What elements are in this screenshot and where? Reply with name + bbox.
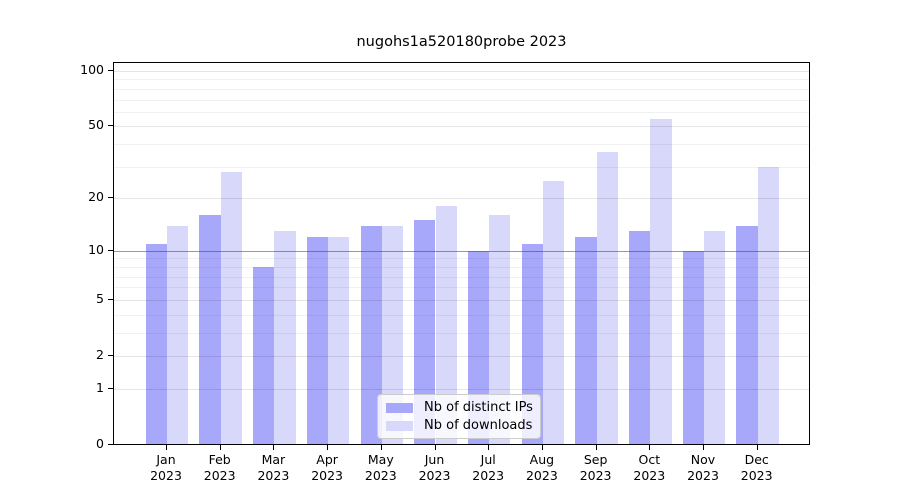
y-axis-tick-20 xyxy=(108,197,113,199)
gridline-minor-3 xyxy=(114,332,809,334)
gridline-minor-8 xyxy=(114,266,809,268)
bar-distinct-ips-mar xyxy=(253,266,275,444)
y-axis-label-10: 10 xyxy=(88,241,104,257)
gridline-major-5 xyxy=(114,299,809,301)
bar-downloads-dec xyxy=(757,166,779,444)
chart-title: nugohs1a520180probe 2023 xyxy=(356,34,567,50)
y-axis-label-100: 100 xyxy=(80,62,104,77)
gridline-minor-80 xyxy=(114,88,809,90)
y-axis-label-1: 1 xyxy=(96,379,104,395)
x-axis-label-jul: Jul 2023 xyxy=(472,452,505,483)
bar-downloads-mar xyxy=(274,231,296,444)
y-axis-label-50: 50 xyxy=(88,117,104,133)
gridline-major-100 xyxy=(114,71,809,72)
x-axis-label-feb: Feb 2023 xyxy=(203,452,236,483)
gridline-minor-4 xyxy=(114,314,809,316)
y-axis-tick-10 xyxy=(108,249,113,251)
plot-area xyxy=(113,62,810,445)
legend-swatch-distinct-ips-icon xyxy=(386,402,413,413)
bar-downloads-oct xyxy=(650,118,672,444)
x-axis-tick-jul xyxy=(488,445,490,450)
gridline-dark-10 xyxy=(114,250,809,252)
x-axis-tick-apr xyxy=(327,445,329,450)
gridline-minor-30 xyxy=(114,166,809,168)
y-axis-tick-1 xyxy=(108,387,113,389)
bar-distinct-ips-apr xyxy=(306,237,329,444)
x-axis-tick-dec xyxy=(756,445,758,450)
x-axis-tick-oct xyxy=(649,445,651,450)
gridline-minor-70 xyxy=(114,99,809,101)
bar-distinct-ips-jan xyxy=(145,243,167,444)
x-axis-label-oct: Oct 2023 xyxy=(633,452,666,483)
y-axis-label-2: 2 xyxy=(96,347,104,362)
x-axis-tick-feb xyxy=(219,445,221,450)
x-axis-label-jun: Jun 2023 xyxy=(418,452,451,483)
bar-downloads-jul xyxy=(489,215,511,444)
bar-downloads-jan xyxy=(167,225,189,444)
bar-distinct-ips-jun xyxy=(414,220,436,444)
y-axis-tick-50 xyxy=(108,125,113,127)
y-axis-label-20: 20 xyxy=(88,189,104,205)
x-axis-label-may: May 2023 xyxy=(364,452,397,483)
bar-distinct-ips-feb xyxy=(199,215,221,444)
bar-distinct-ips-may xyxy=(360,225,382,444)
bar-downloads-feb xyxy=(220,172,242,444)
bar-distinct-ips-nov xyxy=(682,250,704,444)
legend: Nb of distinct IPs Nb of downloads xyxy=(377,394,541,439)
bar-downloads-jun xyxy=(435,206,457,444)
y-axis-tick-5 xyxy=(108,298,113,300)
gridline-minor-60 xyxy=(114,111,809,113)
gridline-major-2 xyxy=(114,356,809,357)
x-axis-label-jan: Jan 2023 xyxy=(150,452,182,483)
x-axis-tick-jun xyxy=(434,445,436,450)
gridline-minor-40 xyxy=(114,144,809,146)
legend-item-distinct-ips: Nb of distinct IPs xyxy=(386,400,533,415)
gridline-major-50 xyxy=(114,126,809,128)
gridline-major-1 xyxy=(114,388,809,390)
y-axis-tick-100 xyxy=(108,70,113,71)
y-axis-label-5: 5 xyxy=(96,290,104,306)
bar-distinct-ips-oct xyxy=(629,231,651,444)
x-axis-tick-mar xyxy=(273,445,275,450)
x-axis-tick-jan xyxy=(166,445,167,450)
x-axis-label-aug: Aug 2023 xyxy=(525,452,558,483)
x-axis-label-nov: Nov 2023 xyxy=(687,452,719,483)
bar-downloads-aug xyxy=(542,181,565,444)
legend-label-distinct-ips: Nb of distinct IPs xyxy=(424,400,533,415)
x-axis-tick-nov xyxy=(703,445,704,450)
gridline-major-20 xyxy=(114,198,809,200)
bar-downloads-sep xyxy=(596,152,618,444)
y-axis-tick-2 xyxy=(108,355,113,356)
bar-distinct-ips-aug xyxy=(521,243,543,444)
legend-label-downloads: Nb of downloads xyxy=(424,418,533,433)
y-axis-label-0: 0 xyxy=(96,436,104,451)
bar-downloads-nov xyxy=(704,231,726,444)
x-axis-tick-sep xyxy=(595,445,597,450)
bar-downloads-may xyxy=(381,225,404,444)
x-axis-label-mar: Mar 2023 xyxy=(257,452,290,483)
gridline-minor-6 xyxy=(114,287,809,289)
x-axis-label-sep: Sep 2023 xyxy=(579,452,612,483)
y-axis-tick-0 xyxy=(108,444,113,445)
x-axis-tick-aug xyxy=(541,445,543,450)
bar-distinct-ips-sep xyxy=(575,237,597,444)
legend-item-downloads: Nb of downloads xyxy=(386,418,532,433)
bar-downloads-apr xyxy=(328,237,350,444)
gridline-minor-90 xyxy=(114,79,809,81)
legend-swatch-downloads-icon xyxy=(386,420,413,431)
x-axis-label-apr: Apr 2023 xyxy=(311,452,343,483)
bar-distinct-ips-dec xyxy=(736,225,758,444)
gridline-minor-7 xyxy=(114,276,809,278)
x-axis-label-dec: Dec 2023 xyxy=(740,452,773,483)
gridline-minor-9 xyxy=(114,258,809,260)
x-axis-tick-may xyxy=(380,445,382,450)
